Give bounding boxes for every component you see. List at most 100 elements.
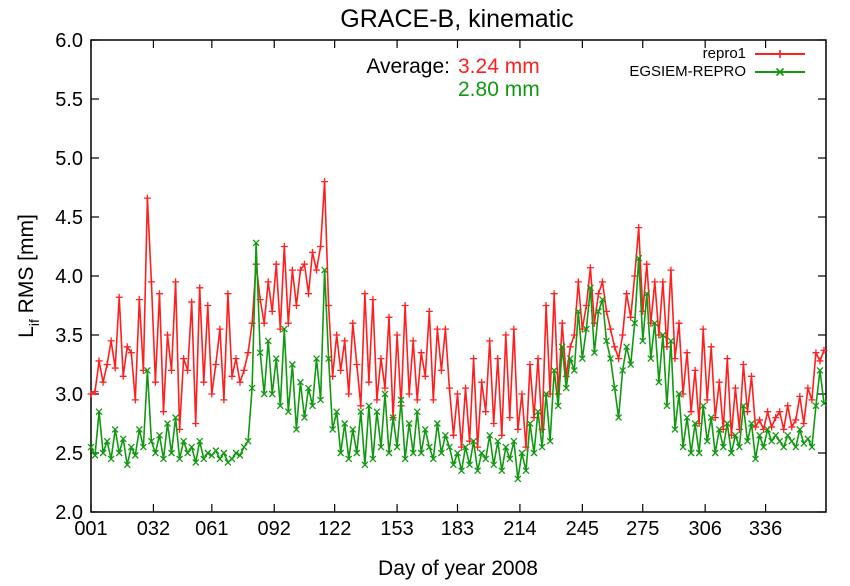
data-point-repro1 xyxy=(784,402,792,410)
data-point-repro1 xyxy=(699,325,707,333)
data-point-egsiem-repro xyxy=(599,296,606,304)
data-point-repro1 xyxy=(288,266,296,274)
data-point-egsiem-repro xyxy=(776,437,784,445)
data-point-egsiem-repro xyxy=(518,449,526,457)
x-tick-label: 153 xyxy=(380,518,413,540)
data-point-egsiem-repro xyxy=(337,449,345,457)
data-point-repro1 xyxy=(764,408,772,416)
data-point-egsiem-repro xyxy=(470,437,478,445)
data-point-repro1 xyxy=(542,302,550,309)
x-tick-label: 275 xyxy=(626,518,659,540)
data-point-repro1 xyxy=(433,325,441,333)
data-point-egsiem-repro xyxy=(409,449,417,457)
data-point-egsiem-repro xyxy=(365,402,373,410)
data-point-egsiem-repro xyxy=(450,461,457,469)
y-axis-label-subscript: if xyxy=(26,319,42,326)
data-point-repro1 xyxy=(474,443,482,451)
data-point-egsiem-repro xyxy=(735,443,743,451)
data-point-repro1 xyxy=(627,313,635,321)
data-point-repro1 xyxy=(260,319,268,327)
data-point-egsiem-repro xyxy=(550,366,558,374)
data-point-egsiem-repro xyxy=(812,402,820,410)
data-point-egsiem-repro xyxy=(466,461,474,469)
data-point-repro1 xyxy=(747,372,755,380)
data-point-egsiem-repro xyxy=(309,402,316,410)
data-point-egsiem-repro xyxy=(421,425,429,433)
data-point-egsiem-repro xyxy=(538,443,546,451)
data-point-egsiem-repro xyxy=(792,443,800,451)
data-point-repro1 xyxy=(731,384,739,392)
series-line-egsiem-repro xyxy=(90,242,825,480)
data-point-repro1 xyxy=(333,331,341,339)
data-point-egsiem-repro xyxy=(160,455,167,463)
data-point-egsiem-repro xyxy=(107,455,115,463)
data-point-egsiem-repro xyxy=(727,449,735,457)
data-point-egsiem-repro xyxy=(131,451,139,459)
data-point-egsiem-repro xyxy=(381,390,389,398)
data-point-egsiem-repro xyxy=(135,425,143,433)
data-point-egsiem-repro xyxy=(172,414,180,422)
data-point-egsiem-repro xyxy=(425,443,433,451)
data-point-egsiem-repro xyxy=(486,431,494,439)
data-point-egsiem-repro xyxy=(361,461,369,469)
data-point-egsiem-repro xyxy=(192,458,200,466)
y-axis-label: Lif RMS [mm] xyxy=(15,214,42,338)
data-point-repro1 xyxy=(453,390,461,398)
data-point-repro1 xyxy=(159,408,167,416)
legend-item-repro1: repro1 xyxy=(703,45,805,62)
data-point-repro1 xyxy=(723,355,731,363)
data-point-egsiem-repro xyxy=(240,443,248,451)
data-point-egsiem-repro xyxy=(482,455,490,463)
data-point-repro1 xyxy=(341,337,349,345)
data-point-egsiem-repro xyxy=(764,425,772,433)
data-point-repro1 xyxy=(792,416,800,424)
data-point-egsiem-repro xyxy=(756,431,764,439)
data-point-egsiem-repro xyxy=(184,449,192,457)
data-point-egsiem-repro xyxy=(369,455,377,463)
data-point-egsiem-repro xyxy=(345,455,353,463)
data-point-repro1 xyxy=(155,290,163,298)
data-point-egsiem-repro xyxy=(200,455,208,463)
data-point-egsiem-repro xyxy=(103,437,111,445)
series-repro1 xyxy=(87,178,828,451)
data-point-egsiem-repro xyxy=(627,361,635,368)
data-point-egsiem-repro xyxy=(534,408,542,416)
data-point-repro1 xyxy=(188,298,196,306)
data-point-egsiem-repro xyxy=(744,437,751,445)
data-point-egsiem-repro xyxy=(305,384,312,392)
data-point-egsiem-repro xyxy=(385,449,393,457)
data-point-egsiem-repro xyxy=(236,451,244,459)
data-point-repro1 xyxy=(353,361,361,368)
data-point-repro1 xyxy=(192,420,200,427)
data-point-egsiem-repro xyxy=(260,390,268,398)
data-point-repro1 xyxy=(788,423,796,431)
y-axis-label-rest: RMS [mm] xyxy=(15,214,38,319)
data-point-egsiem-repro xyxy=(123,461,131,469)
x-tick-label: 245 xyxy=(566,518,599,540)
data-point-repro1 xyxy=(671,355,679,363)
data-point-repro1 xyxy=(147,278,155,286)
data-point-egsiem-repro xyxy=(562,384,570,392)
data-point-repro1 xyxy=(317,243,325,250)
data-point-egsiem-repro xyxy=(699,402,707,410)
legend-marker-egsiem-repro xyxy=(775,67,785,77)
data-point-repro1 xyxy=(385,313,393,321)
data-point-egsiem-repro xyxy=(405,420,413,427)
data-point-egsiem-repro xyxy=(659,331,667,339)
average-value-repro1: 3.24 mm xyxy=(458,55,540,78)
data-point-repro1 xyxy=(143,194,151,202)
y-tick-label: 3.0 xyxy=(55,384,83,406)
data-point-repro1 xyxy=(663,343,671,351)
data-point-egsiem-repro xyxy=(651,319,659,327)
data-point-egsiem-repro xyxy=(667,337,675,345)
data-point-egsiem-repro xyxy=(683,414,691,422)
data-point-repro1 xyxy=(377,355,385,363)
data-point-egsiem-repro xyxy=(188,443,196,451)
series-egsiem-repro xyxy=(87,239,828,483)
data-point-repro1 xyxy=(470,355,478,363)
data-point-egsiem-repro xyxy=(494,437,502,445)
data-point-egsiem-repro xyxy=(216,455,224,463)
data-point-egsiem-repro xyxy=(715,425,723,433)
data-point-repro1 xyxy=(309,248,317,256)
x-tick-label: 336 xyxy=(749,518,782,540)
